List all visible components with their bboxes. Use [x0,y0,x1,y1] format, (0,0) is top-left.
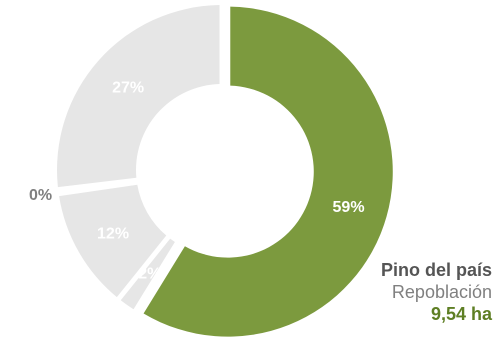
slice-label: 27% [112,80,144,97]
donut-slice[interactable] [59,184,167,298]
donut-slice[interactable] [143,6,393,337]
area-value: 9,54 ha [430,304,492,324]
donut-slice[interactable] [120,238,175,310]
species-subtitle: Repoblación [391,282,492,302]
slice-label: 59% [333,199,365,216]
species-name: Pino del país [380,260,492,280]
slice-label: 12% [97,225,129,242]
slice-label: 0% [29,187,52,204]
slice-label: 2% [138,266,161,283]
donut-slice[interactable] [57,5,220,188]
selected-info-panel: Pino del país Repoblación 9,54 ha [381,259,492,325]
